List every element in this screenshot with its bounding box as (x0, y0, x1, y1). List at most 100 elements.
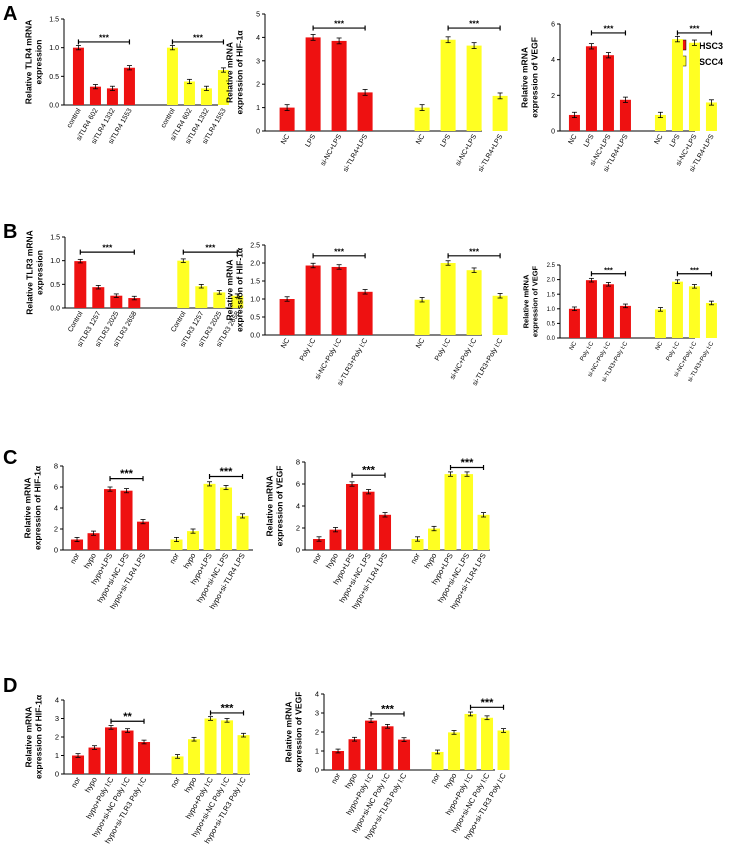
y-tick-label: 0 (54, 546, 58, 555)
x-tick-label: NC (280, 338, 291, 350)
bar-scc4-si-tlr4-lps (492, 95, 508, 131)
x-tick-label: hypo (422, 552, 438, 571)
y-tick-label: 2.0 (250, 260, 260, 267)
y-axis-label-line: expression (35, 250, 45, 295)
y-axis-label-line: Relative mRNA (23, 478, 33, 539)
x-tick-label: nor (168, 551, 181, 565)
y-tick-label: 2.0 (547, 278, 556, 284)
bar-scc4-hypo (188, 739, 201, 774)
y-axis-label: Relative TLR3 mRNAexpression (25, 230, 45, 315)
panel-labels: A B C D (3, 3, 17, 697)
bar-scc4-hypo (428, 528, 441, 550)
x-tick-label: nor (329, 771, 342, 785)
y-axis-label-line: Relative mRNA (522, 274, 531, 328)
y-tick-label: 0.5 (547, 322, 556, 328)
y-tick-label: 2 (296, 524, 300, 533)
significance-label: *** (469, 246, 480, 256)
y-tick-label: 3 (315, 709, 319, 718)
bar-hsc3-sitlr3-1257 (92, 287, 105, 308)
y-tick-label: 8 (54, 462, 58, 471)
y-tick-label: 2.5 (250, 242, 260, 249)
y-tick-label: 0.5 (250, 314, 260, 321)
y-tick-label: 0.0 (49, 102, 59, 109)
x-tick-label: hypo (181, 552, 197, 571)
x-tick-label: si-NC+Poly I:C (314, 338, 343, 381)
x-tick-label: Poly I:C (580, 340, 596, 362)
bar-hsc3-hypo-si-tlr3-poly-i-c (138, 741, 151, 774)
significance-label: *** (603, 23, 614, 33)
bar-scc4-si-nc-lps (688, 42, 700, 131)
bar-hsc3-si-nc-lps (602, 55, 614, 132)
y-axis-label: Relative TLR4 mRNAexpression (24, 20, 44, 105)
bar-scc4-nc (414, 107, 430, 131)
y-tick-label: 5 (256, 11, 260, 18)
y-tick-label: 2 (315, 728, 319, 737)
y-tick-label: 1.5 (49, 16, 59, 23)
panel-label-a: A (3, 3, 17, 25)
bar-hsc3-nor (332, 751, 345, 770)
bar-scc4-poly-i-c (440, 263, 456, 335)
bar-scc4-control (166, 47, 178, 105)
bar-hsc3-control (74, 261, 87, 308)
x-tick-label: NC (655, 340, 665, 351)
y-tick-label: 1.5 (547, 292, 556, 298)
y-tick-label: 1.0 (49, 45, 59, 52)
y-axis-label-line: expression of VEGF (275, 466, 285, 547)
y-axis-label-line: expression of VEGF (530, 37, 540, 118)
significance-label: ** (123, 711, 132, 723)
y-tick-label: 2 (256, 82, 260, 89)
y-axis-label: Relative mRNAexpression of VEGF (522, 265, 540, 337)
bar-hsc3-hypo-si-nc-lps (362, 491, 375, 550)
x-tick-label: nor (409, 551, 422, 565)
significance-label: *** (99, 32, 110, 42)
y-tick-label: 3 (256, 58, 260, 65)
y-tick-label: 0 (296, 546, 300, 555)
bar-scc4-sitlr4-1332 (200, 88, 212, 105)
bar-hsc3-nc (279, 107, 295, 131)
y-axis-label: Relative mRNAexpression of HIF-1α (24, 694, 44, 779)
y-tick-label: 1 (315, 747, 319, 756)
significance-label: *** (205, 243, 216, 253)
bar-scc4-hypo-si-tlr4-lps (477, 514, 490, 550)
legend-label-hsc3: HSC3 (699, 41, 723, 51)
bar-hsc3-hypo (87, 533, 100, 550)
bar-scc4-sitlr4-602 (183, 81, 195, 105)
bar-hsc3-hypo (348, 739, 361, 770)
x-tick-label: NC (415, 338, 426, 350)
bar-scc4-hypo (448, 732, 461, 770)
bar-scc4-lps (671, 39, 683, 131)
x-tick-label: si-NC+Poly I:C (449, 338, 478, 381)
y-tick-label: 0 (551, 128, 555, 135)
significance-label: *** (220, 466, 234, 478)
x-tick-label: Poly I:C (299, 338, 317, 363)
bar-hsc3-sitlr3-2658 (128, 298, 141, 308)
x-tick-label: NC (654, 134, 665, 146)
y-axis-label: Relative mRNAexpression of VEGF (520, 37, 540, 118)
bar-hsc3-si-nc-lps (331, 40, 347, 131)
bar-hsc3-sitlr4-1553 (123, 67, 135, 105)
x-tick-label: control (66, 107, 83, 129)
bar-hsc3-hypo-lps (104, 489, 117, 550)
bar-hsc3-control (72, 47, 84, 105)
y-tick-label: 2 (54, 525, 58, 534)
y-tick-label: 1.0 (250, 296, 260, 303)
x-tick-label: Control (67, 310, 85, 333)
y-tick-label: 0 (315, 766, 319, 775)
x-tick-label: hypo (82, 552, 98, 571)
chart-3: 0 2 4 6 Relative mRNAexpression of VEGF NC LPS… (520, 21, 717, 173)
significance-label: *** (690, 265, 699, 274)
bar-hsc3-hypo-si-nc-poly-i-c (381, 726, 394, 770)
y-axis-label-line: Relative mRNA (24, 707, 34, 768)
bar-scc4-poly-i-c (671, 281, 683, 338)
bar-scc4-si-tlr3-poly-i-c (705, 302, 717, 338)
y-axis-label-line: Relative mRNA (265, 476, 275, 537)
y-axis-label-line: Relative TLR4 mRNA (24, 20, 34, 105)
y-axis-label: Relative mRNAexpression of HIF-1α (225, 247, 245, 332)
y-tick-label: 0.0 (547, 336, 556, 342)
x-tick-label: hypo (343, 772, 359, 791)
bar-hsc3-si-tlr4-lps (357, 92, 373, 131)
